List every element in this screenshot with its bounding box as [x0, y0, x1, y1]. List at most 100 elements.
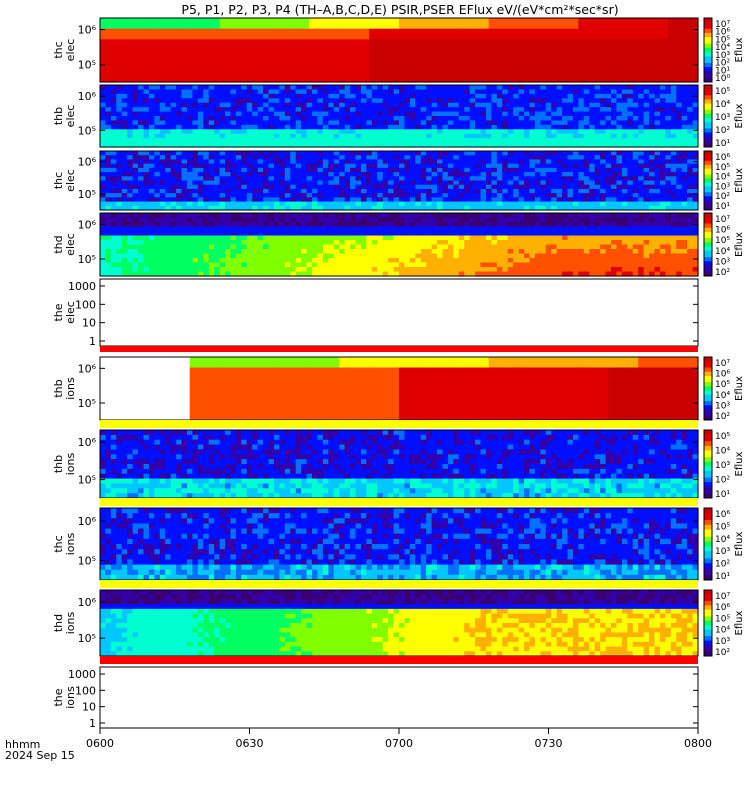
heatmap-cell [345, 245, 351, 250]
heatmap-cell [361, 231, 367, 236]
heatmap-cell [285, 89, 291, 94]
heatmap-cell [258, 240, 264, 245]
heatmap-cell [421, 236, 427, 241]
heatmap-cell [578, 185, 584, 190]
heatmap-cell [377, 197, 383, 202]
heatmap-cell [279, 254, 285, 259]
heatmap-cell [584, 231, 590, 236]
heatmap-cell [296, 181, 302, 186]
heatmap-cell [220, 218, 226, 223]
heatmap-cell [595, 98, 601, 103]
heatmap-cell [655, 107, 661, 112]
heatmap-cell [513, 103, 519, 108]
heatmap-cell [285, 197, 291, 202]
heatmap-cell [448, 103, 454, 108]
heatmap-cell [502, 193, 508, 198]
heatmap-cell [160, 181, 166, 186]
heatmap-cell [334, 112, 340, 117]
heatmap-cell [209, 134, 215, 139]
heatmap-cell [562, 202, 568, 207]
heatmap-cell [404, 172, 410, 177]
heatmap-cell [578, 168, 584, 173]
heatmap-cell [437, 112, 443, 117]
heatmap-cell [475, 134, 481, 139]
heatmap-cell [154, 168, 160, 173]
heatmap-cell [198, 222, 204, 227]
heatmap-cell [535, 197, 541, 202]
heatmap-cell [655, 112, 661, 117]
heatmap-cell [377, 222, 383, 227]
heatmap-cell [508, 258, 514, 263]
heatmap-cell [111, 213, 117, 218]
heatmap-cell [453, 222, 459, 227]
heatmap-cell [540, 168, 546, 173]
heatmap-cell [203, 159, 209, 164]
heatmap-cell [209, 189, 215, 194]
heatmap-cell [551, 240, 557, 245]
heatmap-cell [116, 181, 122, 186]
heatmap-cell [568, 245, 574, 250]
heatmap-cell [437, 245, 443, 250]
heatmap-cell [182, 94, 188, 99]
heatmap-cell [165, 193, 171, 198]
heatmap-cell [600, 222, 606, 227]
heatmap-cell [616, 94, 622, 99]
heatmap-cell [187, 168, 193, 173]
heatmap-cell [328, 103, 334, 108]
heatmap-cell [317, 120, 323, 125]
heatmap-cell [502, 222, 508, 227]
heatmap-cell [138, 85, 144, 90]
heatmap-cell [638, 249, 644, 254]
heatmap-cell [258, 263, 264, 268]
heatmap-cell [595, 236, 601, 241]
heatmap-cell [682, 134, 688, 139]
heatmap-cell [437, 164, 443, 169]
heatmap-cell [671, 181, 677, 186]
heatmap-cell [524, 222, 530, 227]
heatmap-cell [203, 172, 209, 177]
heatmap-cell [258, 267, 264, 272]
heatmap-cell [557, 185, 563, 190]
heatmap-cell [361, 134, 367, 139]
heatmap-cell [252, 218, 258, 223]
heatmap-cell [361, 227, 367, 232]
heatmap-cell [377, 267, 383, 272]
panel-name-label: elec [64, 301, 77, 324]
heatmap-cell [655, 89, 661, 94]
heatmap-cell [312, 89, 318, 94]
heatmap-cell [339, 236, 345, 241]
heatmap-cell [160, 267, 166, 272]
heatmap-cell [356, 218, 362, 223]
heatmap-cell [540, 172, 546, 177]
heatmap-cell [356, 189, 362, 194]
heatmap-cell [470, 107, 476, 112]
heatmap-cell [334, 168, 340, 173]
heatmap-cell [649, 258, 655, 263]
heatmap-cell [404, 249, 410, 254]
heatmap-cell [606, 249, 612, 254]
heatmap-cell [247, 85, 253, 90]
heatmap-cell [502, 120, 508, 125]
heatmap-cell [415, 245, 421, 250]
heatmap-cell [404, 85, 410, 90]
heatmap-cell [182, 267, 188, 272]
heatmap-cell [578, 231, 584, 236]
heatmap-cell [491, 227, 497, 232]
heatmap-cell [105, 120, 111, 125]
heatmap-cell [432, 258, 438, 263]
heatmap-cell [470, 168, 476, 173]
heatmap-cell [339, 172, 345, 177]
heatmap-cell [279, 164, 285, 169]
heatmap-cell [616, 218, 622, 223]
heatmap-cell [491, 172, 497, 177]
heatmap-cell [214, 112, 220, 117]
heatmap-cell [584, 138, 590, 143]
heatmap-cell [410, 120, 416, 125]
heatmap-cell [361, 172, 367, 177]
heatmap-cell [361, 155, 367, 160]
heatmap-cell [622, 89, 628, 94]
heatmap-cell [301, 89, 307, 94]
heatmap-cell [377, 263, 383, 268]
heatmap-cell [334, 98, 340, 103]
